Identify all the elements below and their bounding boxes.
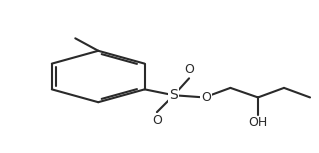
Text: O: O: [152, 114, 162, 127]
Text: OH: OH: [249, 116, 268, 129]
Text: O: O: [201, 91, 211, 104]
Text: O: O: [184, 63, 194, 76]
Text: S: S: [169, 88, 178, 102]
